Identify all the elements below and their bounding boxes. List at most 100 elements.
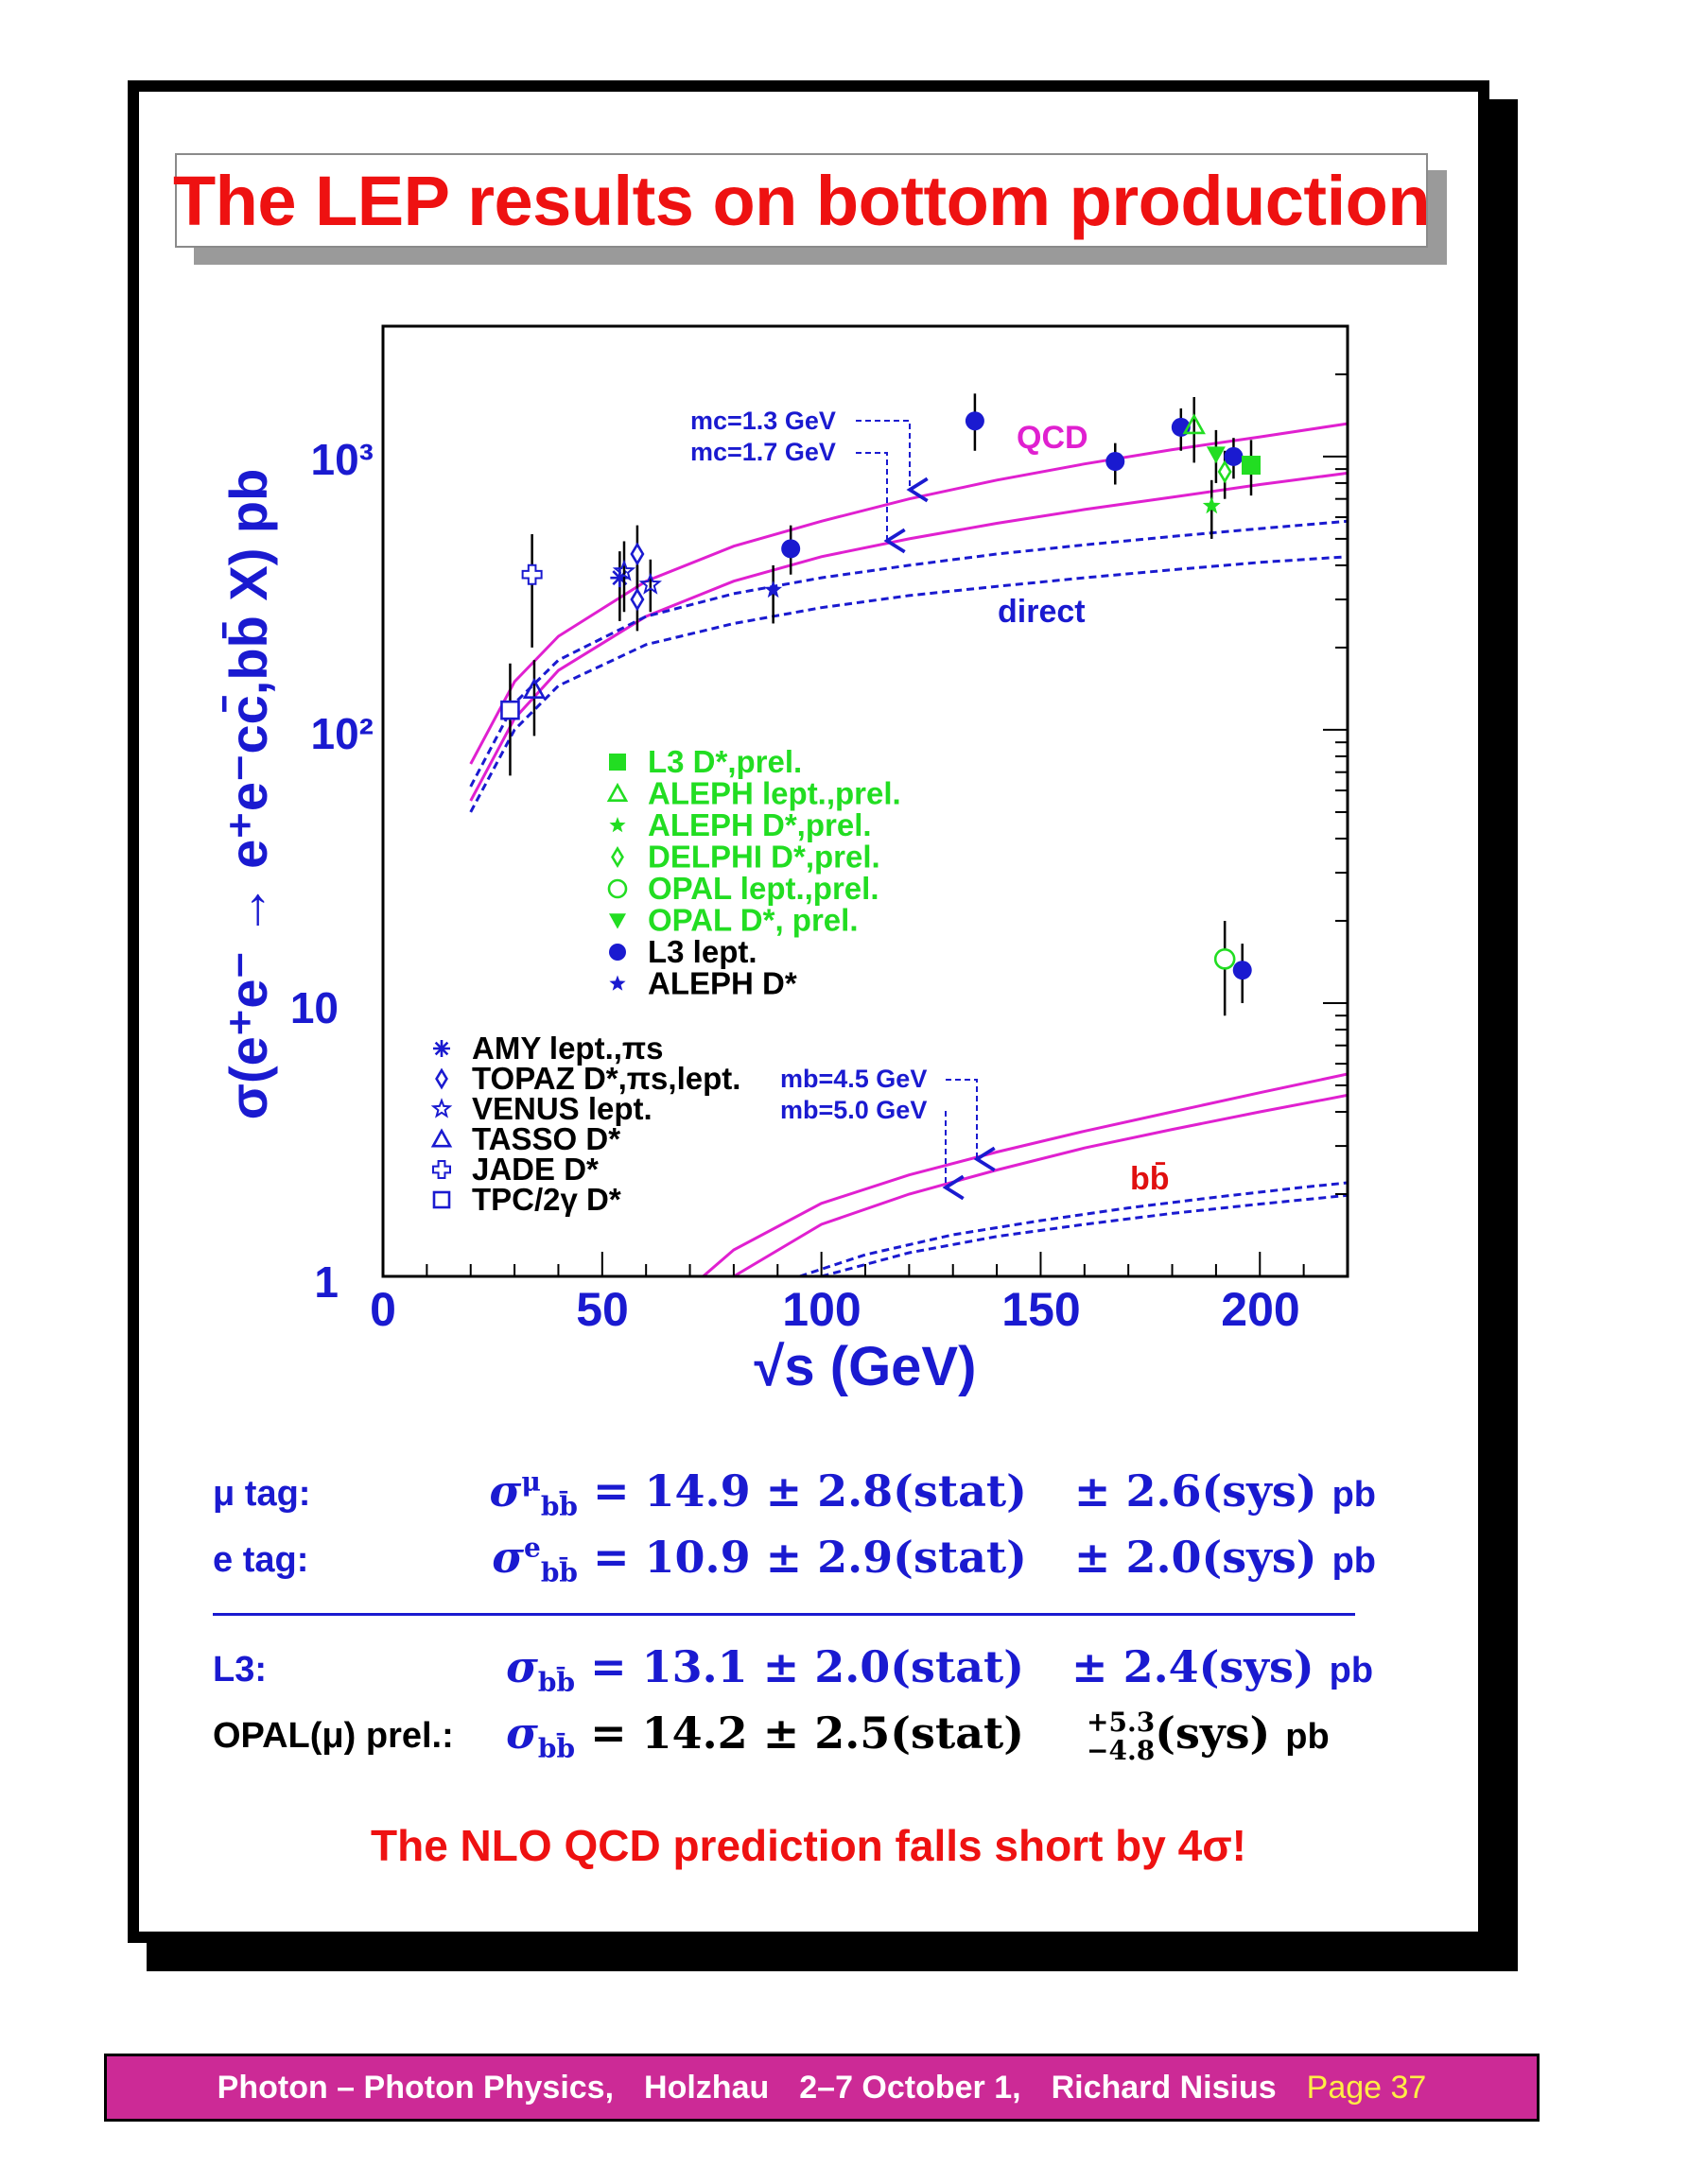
x-tick-label-150: 150: [1001, 1283, 1080, 1336]
data-point: [521, 533, 543, 648]
data-point: [1213, 920, 1236, 1016]
marker-triangle-open: [522, 678, 547, 699]
legend-label: ALEPH lept.,prel.: [648, 776, 901, 811]
marker-diamond-open: [630, 542, 645, 566]
legend-entry: OPAL lept.,prel.: [607, 871, 879, 906]
mb45-arrow: [946, 1079, 996, 1172]
curve-bottom_direct_mb45: [799, 1181, 1348, 1276]
marker-circle-filled: [1105, 452, 1125, 472]
marker-circle-filled: [781, 539, 801, 559]
marker-circle-filled: [1224, 446, 1244, 466]
legend-label: OPAL lept.,prel.: [648, 871, 879, 906]
legend-label: L3 lept.: [648, 934, 757, 969]
result-label-opal: OPAL(μ) prel.:: [213, 1715, 454, 1756]
curves-layer: [469, 422, 1348, 1276]
marker-circle-filled: [1232, 961, 1252, 980]
data-point: [1206, 429, 1226, 483]
y-tick-label-1000: 10³: [311, 435, 374, 484]
x-tick-label-0: 0: [370, 1283, 396, 1336]
mc17-arrow: [856, 452, 906, 554]
legend-entry: VENUS lept.: [430, 1091, 653, 1126]
y-tick-label-1: 1: [314, 1257, 339, 1307]
curve-bottom_direct_mb50: [821, 1193, 1348, 1276]
data-point: [638, 559, 663, 613]
marker-star-filled: [764, 581, 783, 598]
slide: [128, 80, 1489, 1943]
result-formula-l3: σbb̄ = 13.1 ± 2.0(stat) ± 2.4(sys) pb: [506, 1640, 1374, 1699]
legend-entry: ALEPH lept.,prel.: [606, 776, 901, 811]
mb45-label: mb=4.5 GeV: [780, 1065, 927, 1093]
legend-label: DELPHI D*,prel.: [648, 840, 880, 875]
mc17-label: mc=1.7 GeV: [690, 438, 836, 466]
legend-label: ALEPH D*,prel.: [648, 807, 872, 842]
x-axis-label: √s (GeV): [755, 1336, 977, 1397]
mc13-label: mc=1.3 GeV: [690, 407, 836, 435]
x-tick-label-50: 50: [576, 1283, 629, 1336]
legend-entry: TOPAZ D*,πs,lept.: [435, 1061, 740, 1096]
legend-entry: L3 lept.: [609, 934, 757, 969]
footer-place: Holzhau: [644, 2069, 770, 2106]
result-row-e-tag: e tag: σebb̄ = 10.9 ± 2.9(stat) ± 2.0(sys…: [213, 1530, 1376, 1590]
direct-label: direct: [998, 594, 1086, 630]
results-divider: [213, 1613, 1355, 1616]
result-formula-opal: σbb̄ = 14.2 ± 2.5(stat) +5.3 −4.8 (sys) pb: [506, 1706, 1330, 1766]
legend-label: TPC/2γ D*: [472, 1182, 621, 1217]
marker-star-open: [638, 572, 663, 595]
legend-entry: TPC/2γ D*: [432, 1182, 621, 1217]
title-box: The LEP results on bottom production: [173, 153, 1431, 248]
bb-label: bb̄: [1130, 1161, 1170, 1197]
legend-label: L3 D*,prel.: [648, 744, 802, 779]
ticks-layer: [426, 373, 1348, 1276]
legend-label: VENUS lept.: [472, 1091, 653, 1126]
curve-charm_direct_mc13: [469, 519, 1348, 788]
result-row-l3: L3: σbb̄ = 13.1 ± 2.0(stat) ± 2.4(sys) pb: [213, 1639, 1376, 1700]
footer-author: Richard Nisius: [1051, 2069, 1277, 2106]
data-point: [781, 525, 801, 575]
result-row-opal: OPAL(μ) prel.: σbb̄ = 14.2 ± 2.5(stat) +…: [213, 1706, 1376, 1766]
marker-square-open: [500, 700, 520, 720]
cross-section-chart: 1 10 10² 10³ 0 50 100 150 200 √s (GeV) σ…: [218, 324, 1349, 1397]
footer-date: 2–7 October 1,: [799, 2069, 1021, 2106]
marker-circle-filled: [965, 411, 984, 431]
curve-charm_direct_mc17: [469, 555, 1348, 813]
marker-triangle-open: [430, 1128, 453, 1148]
data-point: [1105, 442, 1125, 485]
curve-charm_qcd_mc13: [469, 422, 1348, 765]
legend-label: TASSO D*: [472, 1121, 620, 1156]
legend-label: ALEPH D*: [648, 966, 797, 1001]
data-point: [1217, 450, 1232, 499]
result-label-l3: L3:: [213, 1649, 267, 1690]
marker-square-filled: [609, 754, 626, 771]
marker-triangle-down-filled: [1206, 446, 1226, 464]
y-tick-label-100: 10²: [311, 709, 374, 758]
legend-entry: AMY lept.,πs: [433, 1031, 664, 1066]
marker-asterisk: [433, 1040, 450, 1057]
data-point: [500, 663, 520, 776]
legend-entry: TASSO D*: [430, 1121, 620, 1156]
marker-triangle-open: [606, 782, 629, 803]
y-tick-label-10: 10: [290, 983, 339, 1032]
points-layer: [500, 393, 1261, 1016]
data-point: [1202, 479, 1221, 539]
x-tick-label-100: 100: [782, 1283, 861, 1336]
qcd-label: QCD: [1017, 420, 1088, 456]
marker-cross-open: [521, 563, 543, 585]
curve-bottom_qcd_mb50: [733, 1093, 1348, 1276]
result-label-e: e tag:: [213, 1539, 309, 1580]
marker-triangle-down-filled: [609, 913, 626, 929]
legend-entry: OPAL D*, prel.: [609, 903, 859, 938]
mb50-label: mb=5.0 GeV: [780, 1096, 927, 1124]
result-label-mu: μ tag:: [213, 1473, 311, 1514]
legend-label: AMY lept.,πs: [472, 1031, 664, 1066]
marker-circle-open: [1213, 948, 1236, 970]
footer-page: Page 37: [1306, 2069, 1427, 2106]
mc13-arrow: [856, 420, 929, 503]
legend-lep: L3 D*,prel.ALEPH lept.,prel.ALEPH D*,pre…: [606, 744, 901, 1001]
legend-entry: ALEPH D*: [609, 966, 797, 1001]
marker-cross-open: [432, 1160, 451, 1179]
marker-star-filled: [609, 975, 626, 991]
x-tick-label-200: 200: [1221, 1283, 1299, 1336]
marker-triangle-open: [1182, 413, 1206, 435]
legend-label: TOPAZ D*,πs,lept.: [472, 1061, 740, 1096]
